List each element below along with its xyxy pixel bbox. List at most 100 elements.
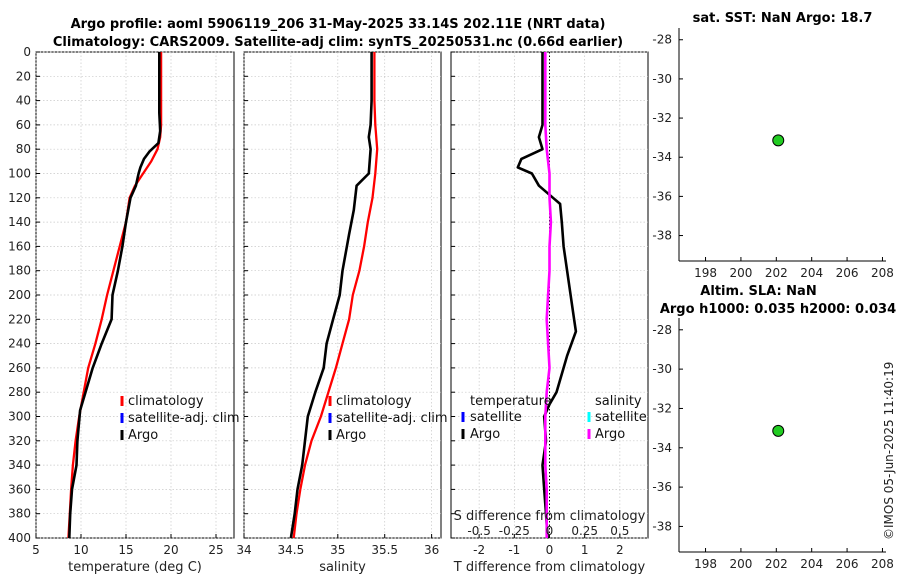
y-tick-label: 120	[8, 191, 31, 205]
x2-tick-label: 0.5	[610, 524, 629, 538]
y-tick-label: 0	[23, 45, 31, 59]
x-axis-label: salinity	[319, 560, 366, 575]
legend-salinity-title: salinity	[595, 394, 642, 409]
map-y-tick-label: -34	[652, 441, 672, 455]
x2-tick-label: 0.25	[571, 524, 598, 538]
y-tick-label: 360	[8, 482, 31, 496]
panel-salinity: 34 34.5 35 35.5 36 salinity climatology satelli…	[236, 51, 448, 575]
map-y-tick-label: -32	[652, 111, 672, 125]
series-line-climatology	[67, 52, 163, 539]
x-tick-label: 5	[32, 543, 40, 557]
map-y-tick-label: -34	[652, 150, 672, 164]
panel-temperature: 0 20 40 60 80 100 120 140 160 180 200 220 240 260 280 3…	[8, 45, 240, 575]
y-tick-label: 160	[8, 239, 31, 253]
map-y-tick-label: -36	[652, 189, 672, 203]
y-tick-label: 400	[8, 531, 31, 545]
legend-label: satellite-adj. clim	[128, 411, 240, 426]
y-tick-label: 340	[8, 458, 31, 472]
y-tick-label: 80	[16, 142, 31, 156]
x-tick-label: 34.5	[278, 543, 305, 557]
x2-tick-label: 0	[546, 524, 554, 538]
x-tick-label: 35	[330, 543, 345, 557]
x2-tick-label: -0.5	[467, 524, 490, 538]
y-tick-label: 320	[8, 434, 31, 448]
x2-axis-label: S difference from climatology	[454, 509, 646, 524]
series-line-argo	[68, 52, 162, 539]
panel-difference: -2 -1 0 1 2 T difference from climatology S di…	[450, 51, 649, 575]
map-y-tick-label: -28	[652, 323, 672, 337]
map-x-tick-label: 202	[765, 266, 788, 280]
legend-label: satellite-adj. clim	[336, 411, 448, 426]
map-title: Altim. SLA: NaN	[700, 284, 816, 299]
map-x-tick-label: 204	[800, 557, 823, 571]
y-tick-label: 140	[8, 215, 31, 229]
legend-salinity-label: satellite	[595, 410, 647, 425]
map-x-tick-label: 206	[836, 557, 859, 571]
series-line-argo	[289, 52, 373, 539]
map-y-tick-label: -38	[652, 519, 672, 533]
y-tick-label: 300	[8, 410, 31, 424]
panel-map-sla: -28 -30 -32 -34 -36 -38 198 200 202 204 206 208 Alti…	[652, 284, 896, 571]
map-y-tick-label: -30	[652, 72, 672, 86]
legend-temperature-label: satellite	[470, 410, 522, 425]
x-tick-label: 2	[616, 543, 624, 557]
argo-position-marker	[772, 134, 785, 147]
series-line-argo	[544, 52, 553, 538]
x-tick-label: 34	[236, 543, 251, 557]
y-tick-label: 220	[8, 312, 31, 326]
y-tick-label: 280	[8, 385, 31, 399]
map-x-tick-label: 208	[871, 266, 894, 280]
series-line-climatology	[292, 52, 379, 539]
y-tick-label: 40	[16, 94, 31, 108]
x-tick-label: 0	[546, 543, 554, 557]
x2-tick-label: -0.25	[499, 524, 530, 538]
legend-label: climatology	[336, 394, 412, 409]
map-x-tick-label: 198	[694, 557, 717, 571]
map-x-tick-label: 206	[836, 266, 859, 280]
map-y-tick-label: -30	[652, 362, 672, 376]
x-tick-label: -2	[473, 543, 485, 557]
legend-salinity-label: Argo	[595, 427, 625, 442]
legend-label: climatology	[128, 394, 204, 409]
x-tick-label: 35.5	[371, 543, 398, 557]
x-axis-label: T difference from climatology	[453, 560, 646, 575]
y-tick-label: 260	[8, 361, 31, 375]
figure-title-line1: Argo profile: aoml 5906119_206 31-May-20…	[71, 17, 606, 32]
x-tick-label: 10	[73, 543, 88, 557]
legend-temperature-title: temperature	[470, 394, 552, 409]
figure-title-line2: Climatology: CARS2009. Satellite-adj cli…	[53, 35, 623, 50]
map-title: sat. SST: NaN Argo: 18.7	[693, 11, 873, 26]
panels: 0204060801001201401601802002202402602803…	[8, 11, 896, 575]
y-tick-label: 100	[8, 167, 31, 181]
y-tick-label: 380	[8, 507, 31, 521]
x-tick-label: 20	[163, 543, 178, 557]
panel-map-sst: -28 -30 -32 -34 -36 -38 198 200 202 204 206 208 sat.…	[652, 11, 894, 280]
x-axis-label: temperature (deg C)	[68, 560, 202, 575]
map-x-tick-label: 208	[871, 557, 894, 571]
x-tick-label: -1	[508, 543, 520, 557]
map-x-tick-label: 202	[765, 557, 788, 571]
y-tick-label: 240	[8, 337, 31, 351]
x-tick-label: 25	[208, 543, 223, 557]
credit-text: ©IMOS 05-Jun-2025 11:40:19	[882, 362, 896, 540]
map-x-tick-label: 200	[729, 266, 752, 280]
y-tick-label: 20	[16, 69, 31, 83]
map-y-tick-label: -36	[652, 480, 672, 494]
map-y-tick-label: -38	[652, 229, 672, 243]
legend-label: Argo	[128, 428, 158, 443]
y-tick-label: 200	[8, 288, 31, 302]
x-tick-label: 36	[424, 543, 439, 557]
map-subtitle: Argo h1000: 0.035 h2000: 0.034	[660, 302, 896, 317]
legend-temperature-label: Argo	[470, 427, 500, 442]
legend-label: Argo	[336, 428, 366, 443]
map-x-tick-label: 204	[800, 266, 823, 280]
y-tick-label: 60	[16, 118, 31, 132]
map-y-tick-label: -28	[652, 33, 672, 47]
x-tick-label: 1	[581, 543, 589, 557]
map-y-tick-label: -32	[652, 401, 672, 415]
map-x-tick-label: 198	[694, 266, 717, 280]
y-tick-label: 180	[8, 264, 31, 278]
x-tick-label: 15	[118, 543, 133, 557]
map-x-tick-label: 200	[729, 557, 752, 571]
